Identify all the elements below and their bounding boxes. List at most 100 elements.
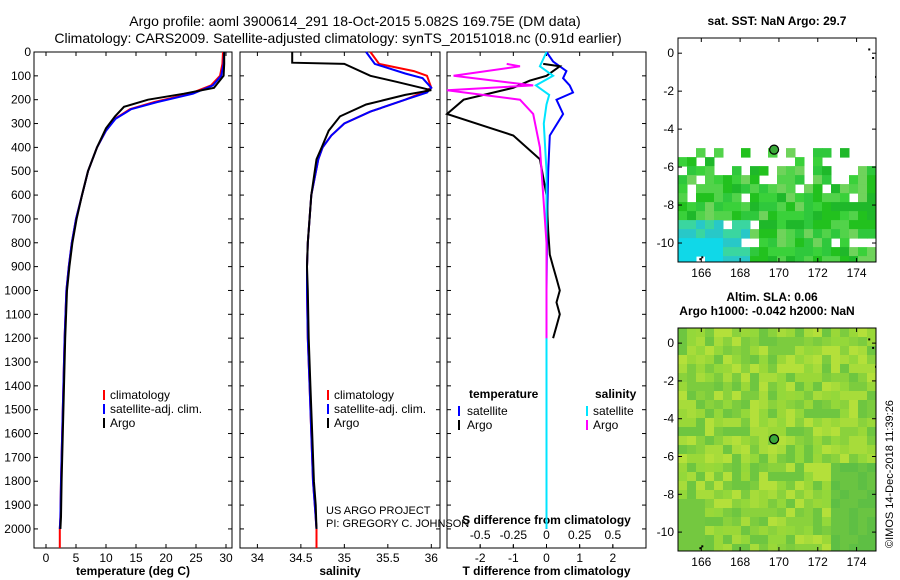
sla-cell bbox=[696, 454, 706, 464]
sla-cell bbox=[750, 463, 760, 473]
sla-cell bbox=[723, 328, 733, 338]
y-tick-label: 200 bbox=[11, 93, 31, 107]
sla-cell bbox=[687, 391, 697, 401]
sla-cell bbox=[714, 472, 724, 482]
sst-cell bbox=[696, 166, 706, 176]
sst-cell bbox=[741, 256, 751, 262]
sst-cell bbox=[858, 193, 868, 203]
sla-cell bbox=[831, 337, 841, 347]
sla-cell bbox=[777, 526, 787, 536]
sla-cell bbox=[849, 409, 859, 419]
sst-cell bbox=[723, 184, 733, 194]
sla-cell bbox=[804, 328, 814, 338]
sst-cell bbox=[759, 229, 769, 239]
sla-cell bbox=[858, 409, 868, 419]
sla-cell bbox=[777, 445, 787, 455]
x-tick-label: 0 bbox=[543, 551, 550, 565]
sla-cell bbox=[804, 472, 814, 482]
sla-cell bbox=[696, 346, 706, 356]
y-tick-label: -2 bbox=[663, 84, 674, 98]
sla-cell bbox=[732, 400, 742, 410]
sla-cell bbox=[858, 463, 868, 473]
sla-cell bbox=[696, 436, 706, 446]
sla-cell bbox=[732, 544, 742, 551]
sla-cell bbox=[786, 463, 796, 473]
sst-cell bbox=[687, 157, 697, 167]
sla-cell bbox=[786, 526, 796, 536]
x-axis-label: T difference from climatology bbox=[462, 564, 630, 578]
sst-cell bbox=[714, 238, 724, 248]
sst-cell bbox=[705, 184, 715, 194]
sla-cell bbox=[867, 373, 876, 383]
sst-cell bbox=[813, 220, 823, 230]
sla-cell bbox=[732, 499, 742, 509]
sla-cell bbox=[687, 454, 697, 464]
x-tick-label: 35.5 bbox=[376, 551, 400, 565]
sla-cell bbox=[759, 472, 769, 482]
sla-cell bbox=[849, 382, 859, 392]
sla-cell bbox=[813, 373, 823, 383]
sla-cell bbox=[795, 373, 805, 383]
sla-cell bbox=[795, 544, 805, 551]
sla-cell bbox=[858, 328, 868, 338]
sla-map-title-line1: Altim. SLA: 0.06 bbox=[726, 290, 818, 304]
sla-cell bbox=[804, 544, 814, 551]
sla-cell bbox=[678, 463, 688, 473]
sst-cell bbox=[822, 211, 832, 221]
sla-cell bbox=[705, 391, 715, 401]
sla-cell bbox=[786, 508, 796, 518]
sla-cell bbox=[831, 454, 841, 464]
sla-cell bbox=[867, 463, 876, 473]
sla-cell bbox=[786, 364, 796, 374]
sla-cell bbox=[822, 373, 832, 383]
sla-cell bbox=[714, 418, 724, 428]
sla-cell bbox=[777, 517, 787, 527]
sla-cell bbox=[741, 400, 751, 410]
sst-cell bbox=[687, 211, 697, 221]
sst-cell bbox=[867, 229, 876, 239]
sla-cell bbox=[858, 418, 868, 428]
sst-map-panel: 166 168 170 172 174 0 -2 -4 -6 -8 -10 sat. SST: NaN… bbox=[657, 14, 877, 280]
x-tick-label: 35 bbox=[338, 551, 352, 565]
y-tick-label: -2 bbox=[663, 374, 674, 388]
sla-cell bbox=[840, 499, 850, 509]
sst-cell bbox=[696, 247, 706, 257]
sst-cell bbox=[750, 229, 760, 239]
sla-cell bbox=[723, 400, 733, 410]
sst-cell bbox=[831, 256, 841, 262]
sla-cell bbox=[786, 409, 796, 419]
island-mark bbox=[868, 48, 871, 51]
sst-cell bbox=[822, 220, 832, 230]
imos-credit: ©IMOS 14-Dec-2018 11:39:26 bbox=[884, 400, 896, 548]
sst-cell bbox=[759, 220, 769, 230]
sla-cell bbox=[768, 544, 778, 551]
sst-cell bbox=[741, 184, 751, 194]
sst-cell bbox=[750, 193, 760, 203]
sst-cell bbox=[849, 184, 859, 194]
sla-cell bbox=[777, 481, 787, 491]
sla-cell bbox=[849, 508, 859, 518]
sla-cell bbox=[777, 454, 787, 464]
sla-cell bbox=[867, 400, 876, 410]
x-tick-label: 20 bbox=[159, 551, 173, 565]
sla-cell bbox=[687, 517, 697, 527]
y-tick-label: 1700 bbox=[4, 450, 31, 464]
sla-cell bbox=[867, 355, 876, 365]
sst-cell bbox=[795, 175, 805, 185]
sla-cell bbox=[867, 427, 876, 437]
sla-cell bbox=[759, 409, 769, 419]
sla-cell bbox=[840, 355, 850, 365]
sla-cell bbox=[741, 472, 751, 482]
sla-cell bbox=[759, 373, 769, 383]
sla-cell bbox=[687, 355, 697, 365]
sla-cell bbox=[759, 391, 769, 401]
sst-cell bbox=[777, 220, 787, 230]
sla-cell bbox=[840, 472, 850, 482]
sst-cell bbox=[831, 211, 841, 221]
sst-cell bbox=[759, 247, 769, 257]
sla-cell bbox=[750, 346, 760, 356]
sla-cell bbox=[840, 535, 850, 545]
sla-cell bbox=[741, 409, 751, 419]
sla-cell bbox=[822, 427, 832, 437]
sla-cell bbox=[867, 490, 876, 500]
